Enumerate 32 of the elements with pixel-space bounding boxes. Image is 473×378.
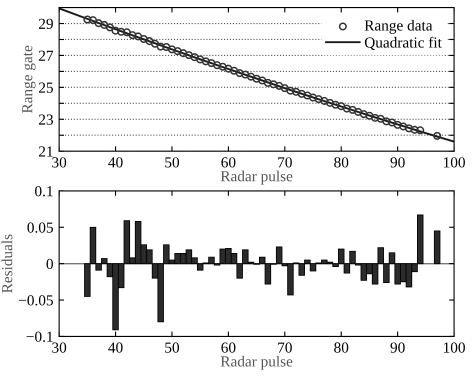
y-tick-label: −0.1 <box>26 332 53 342</box>
x-tick-label: 50 <box>165 157 180 168</box>
x-tick-label: 100 <box>444 342 465 353</box>
x-tick-label: 80 <box>334 157 348 168</box>
y-tick-label: 29 <box>38 18 53 29</box>
y-tick-label: 27 <box>38 50 54 61</box>
x-tick-label: 60 <box>221 157 236 168</box>
y-tick-label: 21 <box>38 146 53 156</box>
y-tick-label: 0.05 <box>27 222 53 233</box>
y-tick-label: 23 <box>38 114 53 125</box>
x-tick-label: 90 <box>390 157 405 168</box>
legend-label: Range data <box>364 20 432 34</box>
x-tick-label: 80 <box>334 342 348 353</box>
x-tick-label: 30 <box>52 157 66 168</box>
y-tick-label: 25 <box>38 82 53 93</box>
x-tick-label: 50 <box>165 342 180 353</box>
y-tick-label: −0.05 <box>18 295 53 306</box>
legend-label: Quadratic fit <box>364 36 442 50</box>
y-axis-title: Residuals <box>2 234 12 293</box>
x-tick-label: 70 <box>278 157 292 168</box>
x-tick-label: 40 <box>108 342 123 353</box>
y-tick-label: 0 <box>46 258 53 270</box>
x-tick-label: 70 <box>278 342 292 353</box>
x-axis-title: Radar pulse <box>220 170 292 184</box>
x-tick-label: 30 <box>52 342 66 353</box>
y-axis-title: Range gate <box>22 46 36 114</box>
x-tick-label: 60 <box>221 342 236 353</box>
x-tick-label: 40 <box>108 157 123 168</box>
x-tick-label: 90 <box>390 342 405 353</box>
x-tick-label: 100 <box>444 157 465 168</box>
y-tick-label: 0.1 <box>35 186 53 196</box>
x-axis-title: Radar pulse <box>220 356 292 370</box>
